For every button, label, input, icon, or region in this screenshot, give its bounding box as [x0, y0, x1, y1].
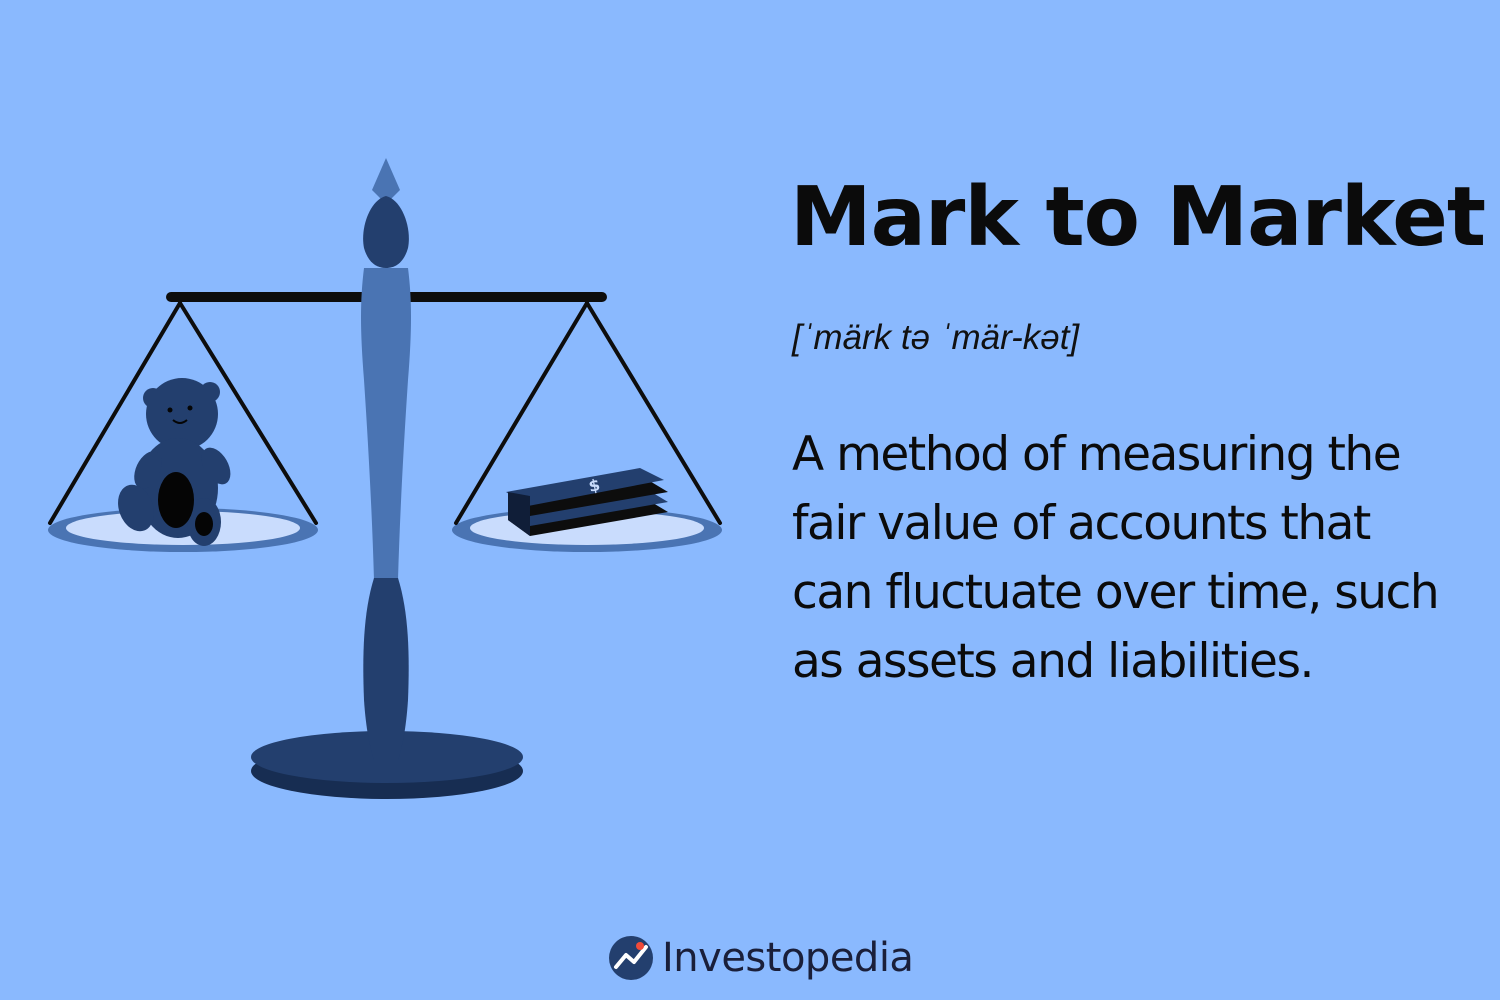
teddy-belly: [158, 472, 194, 528]
definition-text: A method of measuring the fair value of …: [792, 427, 1440, 689]
investopedia-logo-icon: [609, 936, 653, 980]
brand-name: Investopedia: [662, 935, 914, 981]
pan-strings: [48, 301, 722, 525]
scale-finial: [372, 158, 400, 204]
cash-stack-icon: $: [506, 468, 668, 536]
scale-pillar-lower: [363, 578, 409, 760]
brand-logo[interactable]: Investopedia: [608, 930, 914, 986]
scale-pillar: [361, 268, 411, 580]
scale-knob: [363, 196, 409, 268]
balance-scale-icon: $: [48, 158, 722, 799]
page-title: Mark to Market: [790, 170, 1486, 265]
teddy-foot-pad: [195, 512, 213, 536]
svg-text:$: $: [587, 475, 602, 496]
pronunciation: [ˈmärk tə ˈmär-kət]: [792, 318, 1080, 357]
